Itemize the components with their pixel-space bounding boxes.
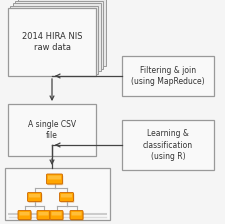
FancyBboxPatch shape xyxy=(28,194,42,203)
FancyBboxPatch shape xyxy=(18,211,31,220)
Text: Filtering & join
(using MapReduce): Filtering & join (using MapReduce) xyxy=(131,66,205,86)
FancyBboxPatch shape xyxy=(47,175,63,185)
FancyBboxPatch shape xyxy=(8,8,96,76)
FancyBboxPatch shape xyxy=(38,212,51,221)
FancyBboxPatch shape xyxy=(71,212,84,221)
Text: Learning &
classification
(using R): Learning & classification (using R) xyxy=(143,129,193,161)
Text: 2014 HIRA NIS
raw data: 2014 HIRA NIS raw data xyxy=(22,32,82,52)
Text: A single CSV
file: A single CSV file xyxy=(28,120,76,140)
FancyBboxPatch shape xyxy=(48,175,61,179)
FancyBboxPatch shape xyxy=(60,194,74,203)
FancyBboxPatch shape xyxy=(51,212,64,221)
FancyBboxPatch shape xyxy=(122,56,214,96)
FancyBboxPatch shape xyxy=(61,194,72,198)
FancyBboxPatch shape xyxy=(10,6,98,74)
FancyBboxPatch shape xyxy=(27,192,41,202)
FancyBboxPatch shape xyxy=(13,3,101,71)
FancyBboxPatch shape xyxy=(52,212,61,215)
FancyBboxPatch shape xyxy=(20,212,29,215)
FancyBboxPatch shape xyxy=(15,1,103,69)
FancyBboxPatch shape xyxy=(5,168,110,220)
FancyBboxPatch shape xyxy=(8,104,96,156)
FancyBboxPatch shape xyxy=(122,120,214,170)
FancyBboxPatch shape xyxy=(50,211,63,220)
FancyBboxPatch shape xyxy=(59,192,74,202)
FancyBboxPatch shape xyxy=(72,212,81,215)
FancyBboxPatch shape xyxy=(38,212,49,215)
FancyBboxPatch shape xyxy=(19,212,32,221)
FancyBboxPatch shape xyxy=(29,194,40,198)
FancyBboxPatch shape xyxy=(70,211,83,220)
FancyBboxPatch shape xyxy=(18,0,106,66)
FancyBboxPatch shape xyxy=(47,174,63,184)
FancyBboxPatch shape xyxy=(37,211,50,220)
